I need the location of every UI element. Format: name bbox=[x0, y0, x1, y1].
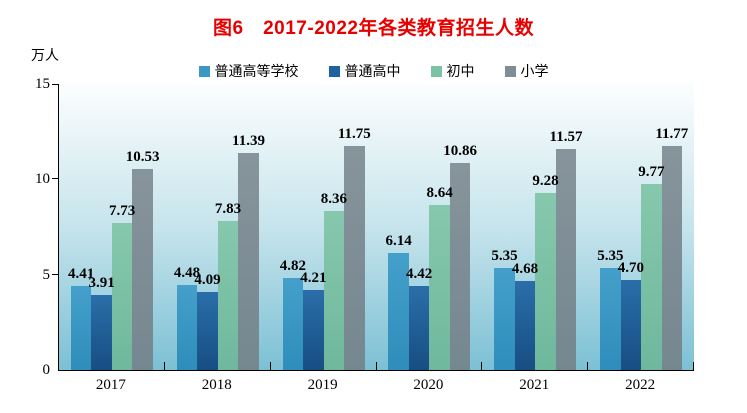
bar-普通高等学校-2020 bbox=[388, 252, 409, 370]
bar-value-label: 4.09 bbox=[194, 272, 221, 289]
bar-普通高中-2017 bbox=[91, 295, 112, 370]
bar-value-label: 10.86 bbox=[443, 142, 478, 159]
x-axis-label-2020: 2020 bbox=[413, 377, 444, 393]
bar-value-label: 4.82 bbox=[279, 258, 306, 275]
bar-普通高等学校-2018 bbox=[176, 284, 198, 370]
bar-初中-2020 bbox=[429, 205, 450, 370]
y-axis-tick-label: 10 bbox=[35, 171, 50, 188]
bar-value-label: 4.70 bbox=[617, 260, 644, 277]
bar-value-label: 8.36 bbox=[320, 190, 347, 207]
x-axis-label-2021: 2021 bbox=[519, 377, 550, 393]
bar-小学-2018 bbox=[238, 152, 259, 370]
bar-初中-2017 bbox=[111, 222, 133, 370]
y-axis-unit-label: 万人 bbox=[31, 49, 59, 64]
bar-value-label: 11.57 bbox=[549, 129, 583, 146]
legend-label: 普通高等学校 bbox=[214, 65, 299, 80]
y-axis-tick bbox=[52, 84, 59, 85]
legend-label: 初中 bbox=[446, 65, 475, 80]
bar-普通高等学校-2022 bbox=[600, 268, 621, 370]
legend-swatch-icon bbox=[328, 65, 340, 77]
bar-小学-2022 bbox=[661, 145, 683, 370]
x-axis-tick bbox=[693, 362, 694, 370]
bar-value-label: 8.64 bbox=[426, 185, 453, 202]
bar-value-label: 6.14 bbox=[385, 232, 412, 249]
bar-value-label: 7.83 bbox=[214, 200, 242, 217]
bar-value-label: 4.21 bbox=[300, 269, 327, 286]
x-axis-tick bbox=[163, 362, 165, 370]
y-axis-tick bbox=[52, 178, 59, 180]
x-axis-label-2018: 2018 bbox=[201, 377, 232, 393]
bar-初中-2021 bbox=[535, 193, 556, 370]
plot-area: 4.41 3.91 7.73 10.53 4.48 4.09 7.83 11.39 4.82 4.… bbox=[52, 84, 694, 371]
chart-title: 图6 2017-2022年各类教育招生人数 bbox=[213, 18, 534, 39]
bar-小学-2017 bbox=[132, 169, 153, 370]
bar-value-label: 11.77 bbox=[655, 125, 689, 142]
bar-普通高中-2022 bbox=[620, 280, 642, 370]
bar-普通高中-2020 bbox=[408, 285, 430, 370]
bar-value-label: 4.48 bbox=[173, 264, 201, 281]
bar-value-label: 5.35 bbox=[491, 247, 518, 264]
legend-item: 小学 bbox=[504, 61, 549, 81]
bar-普通高等学校-2017 bbox=[70, 285, 92, 370]
bar-初中-2019 bbox=[323, 210, 345, 370]
bar-小学-2020 bbox=[449, 162, 471, 370]
x-axis-label-2017: 2017 bbox=[95, 377, 126, 393]
y-axis-tick-label: 5 bbox=[42, 266, 51, 283]
bar-value-label: 9.28 bbox=[532, 173, 559, 190]
bar-普通高中-2018 bbox=[197, 292, 218, 370]
x-axis-label-2019: 2019 bbox=[307, 377, 338, 393]
bar-value-label: 4.42 bbox=[406, 265, 433, 282]
bar-value-label: 7.73 bbox=[109, 202, 136, 219]
x-axis-tick bbox=[269, 362, 271, 370]
bar-value-label: 3.91 bbox=[88, 275, 115, 292]
bar-value-label: 9.77 bbox=[638, 163, 665, 180]
bar-初中-2022 bbox=[641, 183, 662, 370]
bar-小学-2021 bbox=[555, 149, 577, 370]
bar-普通高等学校-2019 bbox=[282, 278, 304, 370]
x-axis-tick bbox=[375, 362, 377, 370]
legend-item: 初中 bbox=[430, 61, 475, 81]
legend-swatch-icon bbox=[504, 65, 516, 77]
y-axis-tick bbox=[52, 273, 59, 275]
bar-小学-2019 bbox=[344, 145, 365, 370]
bar-value-label: 11.39 bbox=[232, 132, 265, 149]
bar-value-label: 10.53 bbox=[125, 149, 160, 166]
bar-value-label: 4.68 bbox=[511, 260, 539, 277]
y-axis-tick-label: 0 bbox=[42, 362, 51, 378]
y-axis-tick-label: 15 bbox=[35, 76, 50, 92]
bar-value-label: 4.41 bbox=[68, 265, 95, 282]
bar-value-label: 11.75 bbox=[337, 125, 371, 142]
legend-item: 普通高中 bbox=[328, 61, 401, 81]
bar-普通高中-2019 bbox=[303, 289, 324, 370]
x-axis-tick bbox=[587, 362, 589, 370]
x-axis-tick bbox=[481, 362, 483, 370]
legend-label: 普通高中 bbox=[344, 65, 401, 80]
bar-普通高中-2021 bbox=[514, 280, 536, 370]
x-axis-label-2022: 2022 bbox=[625, 377, 656, 393]
legend-item: 普通高等学校 bbox=[198, 61, 299, 81]
bar-初中-2018 bbox=[217, 220, 239, 370]
legend-swatch-icon bbox=[198, 65, 210, 77]
bar-普通高等学校-2021 bbox=[494, 268, 515, 370]
legend: 普通高等学校 普通高中 初中 小学 bbox=[0, 61, 747, 81]
bar-value-label: 5.35 bbox=[597, 247, 624, 264]
legend-label: 小学 bbox=[520, 65, 549, 80]
legend-swatch-icon bbox=[430, 65, 442, 77]
